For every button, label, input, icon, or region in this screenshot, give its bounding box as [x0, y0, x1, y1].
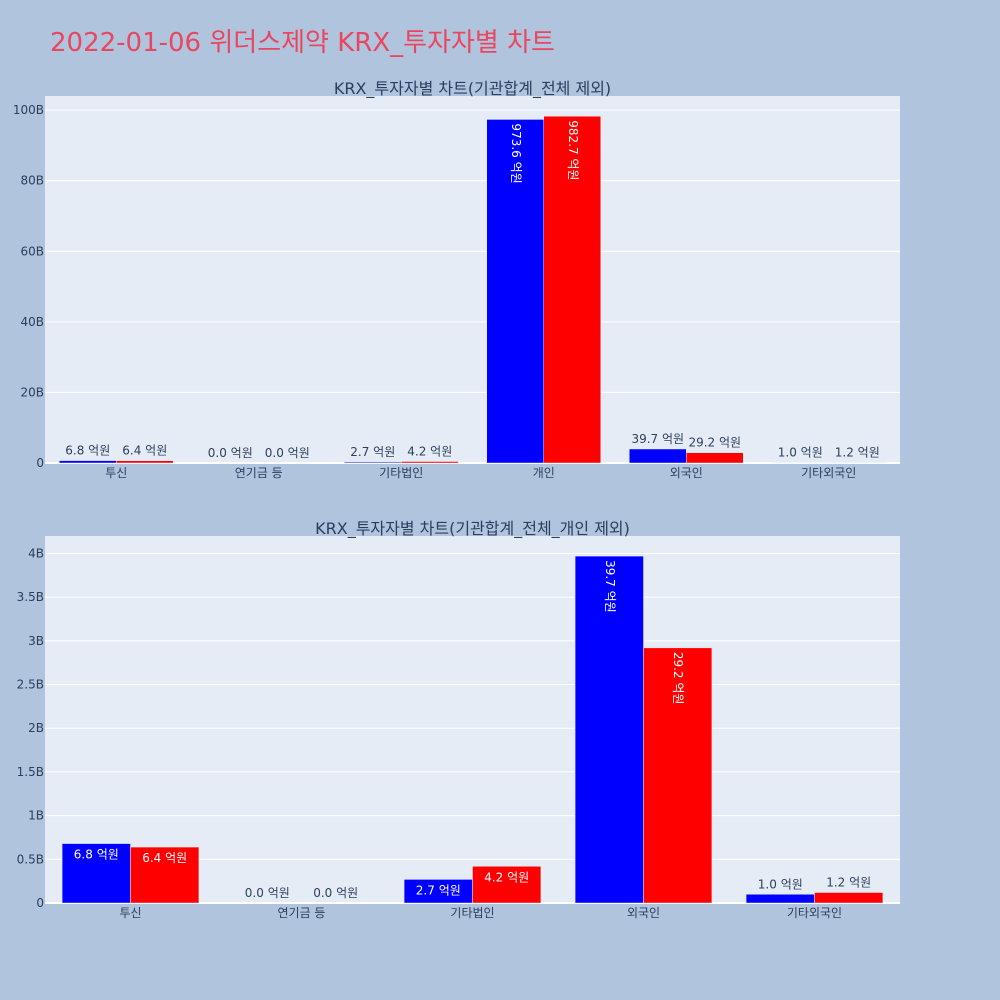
x-tick-label: 투신 [105, 466, 127, 480]
x-tick-label: 연기금 등 [278, 906, 326, 920]
bar-label: 0.0 억원 [245, 886, 290, 900]
bar-series-1 [59, 460, 117, 464]
y-tick-label: 1.5B [17, 765, 44, 779]
y-tick-label: 2B [28, 721, 44, 735]
bar-label: 0.0 억원 [265, 446, 310, 460]
y-tick-label: 20B [20, 385, 44, 399]
x-tick-label: 기타법인 [379, 466, 423, 480]
y-tick-label: 3.5B [17, 590, 44, 604]
bar-label: 6.8 억원 [65, 444, 110, 458]
bar-label: 39.7 억원 [603, 560, 617, 613]
bar-series-1 [629, 448, 687, 464]
y-tick-label: 4B [28, 546, 44, 560]
y-tick-label: 2.5B [17, 678, 44, 692]
plot-area [45, 96, 900, 463]
x-tick-label: 연기금 등 [235, 466, 283, 480]
bar-label: 4.2 억원 [484, 870, 529, 884]
x-tick-label: 외국인 [627, 906, 660, 920]
bar-label: 2.7 억원 [350, 445, 395, 459]
y-tick-label: 0.5B [17, 852, 44, 866]
y-tick-label: 60B [20, 244, 44, 258]
page-title: 2022-01-06 위더스제약 KRX_투자자별 차트 [50, 28, 555, 58]
bar-series-1 [745, 894, 815, 904]
bar-label: 29.2 억원 [671, 652, 685, 705]
y-tick-label: 3B [28, 634, 44, 648]
bar-label: 29.2 억원 [688, 436, 741, 450]
x-tick-label: 외국인 [670, 466, 703, 480]
bar-label: 973.6 억원 [509, 123, 523, 183]
bar-series-2 [643, 647, 713, 904]
bar-label: 982.7 억원 [566, 120, 580, 180]
bar-label: 1.2 억원 [835, 446, 880, 460]
chart-title: KRX_투자자별 차트(기관합계_전체 제외) [334, 79, 611, 99]
x-tick-label: 기타법인 [450, 906, 494, 920]
bar-label: 1.0 억원 [778, 446, 823, 460]
x-tick-label: 기타외국인 [801, 466, 856, 480]
bar-label: 6.8 억원 [74, 848, 119, 862]
bar-label: 0.0 억원 [313, 886, 358, 900]
y-tick-label: 1B [28, 809, 44, 823]
x-tick-label: 기타외국인 [787, 906, 842, 920]
bar-label: 0.0 억원 [208, 446, 253, 460]
chart-top: 0 20B 40B 60B 80B 100B KRX_투자자별 차트(기관합계_전체 제외)… [13, 79, 900, 480]
bar-series-1 [61, 843, 131, 904]
bar-series-1 [344, 461, 402, 464]
y-tick-label: 100B [13, 103, 44, 117]
y-tick-label: 0 [36, 456, 44, 470]
bar-series-2 [686, 452, 744, 464]
bar-label: 2.7 억원 [416, 883, 461, 897]
bar-series-2 [543, 115, 601, 464]
bar-series-2 [472, 866, 542, 904]
bar-label: 6.4 억원 [122, 444, 167, 458]
y-tick-label: 80B [20, 174, 44, 188]
bar-label: 4.2 억원 [407, 445, 452, 459]
chart-bottom: 0 0.5B 1B 1.5B 2B 2.5B 3B 3.5B 4B KRX_투자자별 차트(기관합… [17, 519, 900, 920]
y-tick-label: 0 [36, 896, 44, 910]
bar-series-2 [130, 846, 200, 904]
bar-label: 1.0 억원 [758, 877, 803, 891]
x-tick-label: 투신 [119, 906, 141, 920]
bar-series-2 [116, 460, 174, 464]
bar-label: 1.2 억원 [826, 876, 871, 890]
bar-series-2 [814, 892, 884, 904]
bar-series-1 [574, 555, 644, 904]
y-tick-label: 40B [20, 315, 44, 329]
bar-series-2 [401, 461, 459, 464]
x-tick-label: 개인 [533, 466, 555, 480]
bar-label: 6.4 억원 [142, 851, 187, 865]
bar-label: 39.7 억원 [631, 432, 684, 446]
chart-title: KRX_투자자별 차트(기관합계_전체_개인 제외) [315, 519, 630, 539]
